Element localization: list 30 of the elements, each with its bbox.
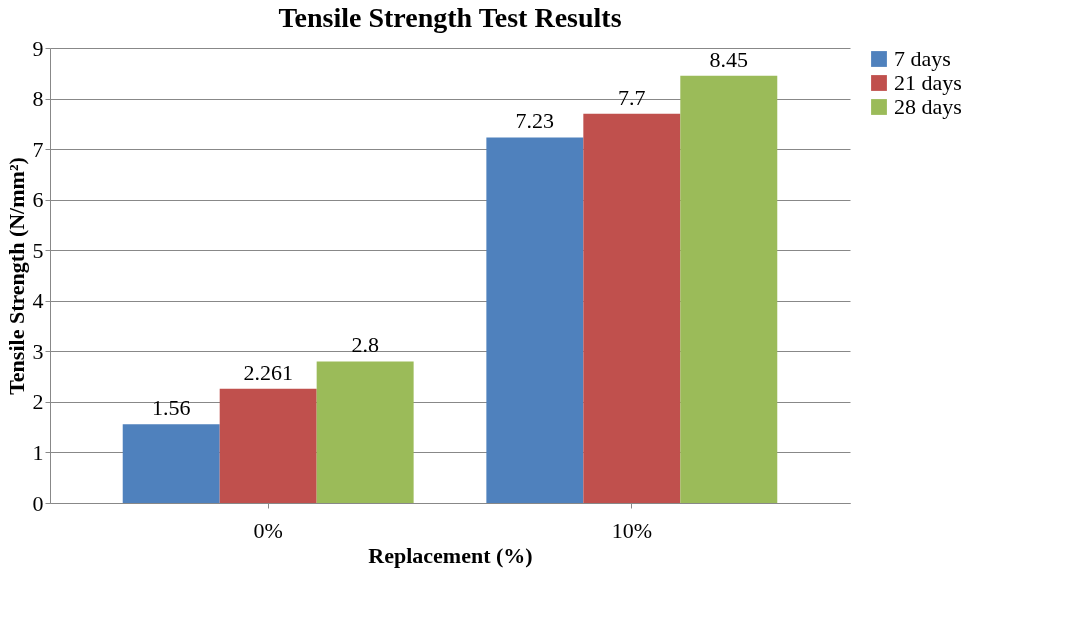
legend-label: 21 days xyxy=(894,70,962,95)
chart-title: Tensile Strength Test Results xyxy=(278,2,622,33)
x-tick-label: 10% xyxy=(611,517,652,543)
y-tick-label: 2 xyxy=(32,389,44,415)
y-axis-title: Tensile Strength (N/mm²) xyxy=(3,157,29,395)
x-axis-title: Replacement (%) xyxy=(368,542,533,568)
data-label: 1.56 xyxy=(151,395,191,421)
legend-label: 28 days xyxy=(894,94,962,119)
bar xyxy=(122,424,220,503)
y-tick-label: 0 xyxy=(32,490,44,516)
y-tick-label: 7 xyxy=(32,136,44,162)
data-label: 7.7 xyxy=(618,84,646,110)
y-tick-label: 9 xyxy=(32,35,44,61)
data-label: 2.261 xyxy=(243,359,293,385)
bar xyxy=(680,75,778,503)
data-label: 2.8 xyxy=(351,332,379,358)
data-label: 7.23 xyxy=(515,108,555,134)
bar xyxy=(583,113,681,503)
bar xyxy=(219,388,317,503)
x-tick-label: 0% xyxy=(253,517,283,543)
data-label: 8.45 xyxy=(709,46,749,72)
bar xyxy=(486,137,584,503)
y-tick-label: 4 xyxy=(32,288,44,314)
bar xyxy=(316,361,414,503)
y-tick-label: 1 xyxy=(32,439,44,465)
y-tick-label: 3 xyxy=(32,338,44,364)
y-tick-label: 6 xyxy=(32,187,44,213)
y-tick-label: 8 xyxy=(32,86,44,112)
y-tick-label: 5 xyxy=(32,237,44,263)
legend-label: 7 days xyxy=(894,46,951,71)
